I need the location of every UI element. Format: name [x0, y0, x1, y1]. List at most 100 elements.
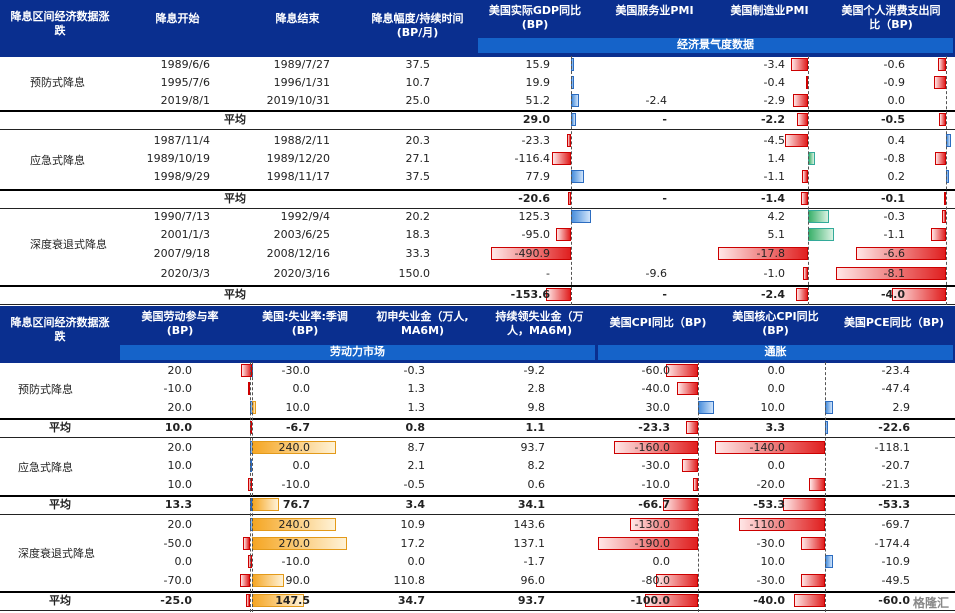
top-header-6: 美国制造业PMI — [730, 4, 809, 17]
top-bar-gdp-value — [567, 134, 571, 147]
top-cell-cut-per-month: 37.5 — [405, 58, 431, 71]
top-header-0: 降息区间经济数据涨 跌 — [10, 10, 110, 37]
bottom-cell-cpi: -190.0 — [634, 537, 670, 550]
bottom-cell-unemployment-rate: 0.0 — [292, 382, 311, 395]
top-group-label: 预防式降息 — [30, 76, 85, 89]
bottom-group-label: 预防式降息 — [18, 383, 73, 396]
bottom-axis-line — [250, 362, 251, 612]
bottom-cell-unemployment-rate: 10.0 — [285, 401, 311, 414]
top-avg-underline — [0, 208, 955, 209]
top-bar-manufacturing-pmi — [718, 247, 808, 260]
top-avg-label: 平均 — [224, 113, 246, 126]
bottom-cell-pce-inflation: -10.9 — [881, 555, 910, 568]
top-cell-manufacturing-pmi: -3.4 — [763, 58, 785, 71]
top-cell-cut-per-month: 25.0 — [405, 94, 431, 107]
bottom-header-2: 美国:失业率:季调 (BP) — [262, 310, 348, 337]
bottom-avg-value: 13.3 — [164, 498, 192, 511]
top-cell-cut-per-month: 150.0 — [398, 267, 431, 280]
top-cell-services-pmi — [600, 245, 667, 263]
bottom-header-3: 初申失业金（万人, MA6M) — [376, 310, 469, 337]
top-cell-pce-value: -6.6 — [883, 247, 905, 260]
bottom-avg-line — [0, 495, 955, 497]
top-header-7: 美国个人消费支出同 比（BP) — [841, 4, 941, 31]
top-cell-services-pmi — [600, 226, 667, 244]
bottom-cell-continuing-claims: 93.7 — [520, 441, 546, 454]
top-cell-cut-per-month: 20.2 — [405, 210, 431, 223]
top-avg-value: -20.6 — [518, 192, 550, 205]
top-cell-gdp-value: -490.9 — [514, 247, 550, 260]
top-cell-manufacturing-pmi: 1.4 — [767, 152, 786, 165]
top-cell-services-pmi — [600, 132, 667, 150]
top-bar-pce-value — [935, 152, 946, 165]
bottom-header-1: 美国劳动参与率 (BP) — [141, 310, 219, 337]
top-cell-start-date: 1990/7/13 — [153, 210, 210, 223]
bottom-cell-pce-inflation: -47.4 — [881, 382, 910, 395]
bottom-avg-value: 147.5 — [275, 594, 310, 607]
bottom-avg-underline — [0, 514, 955, 515]
top-cell-end-date: 1996/1/31 — [273, 76, 330, 89]
top-avg-bar — [545, 288, 571, 301]
top-avg-value: - — [662, 192, 667, 205]
bottom-bar-core-cpi — [801, 574, 825, 587]
bottom-header-6: 美国核心CPI同比 (BP) — [732, 310, 819, 337]
top-bar-manufacturing-pmi — [802, 170, 808, 183]
top-cell-gdp-value: 77.9 — [525, 170, 551, 183]
bottom-avg-value: 76.7 — [282, 498, 310, 511]
bottom-cell-initial-claims: 10.9 — [400, 518, 426, 531]
bottom-cell-unemployment-rate: 270.0 — [278, 537, 311, 550]
top-header-3: 降息幅度/持续时间 (BP/月) — [371, 12, 464, 39]
top-cell-manufacturing-pmi: -0.4 — [763, 76, 785, 89]
top-table-row: 1995/7/6 1996/1/31 10.7 19.9 -0.4 -0.9 — [0, 74, 955, 92]
top-table-row: 2019/8/1 2019/10/31 25.0 51.2 -2.4 -2.9 0.0 — [0, 92, 955, 110]
top-cell-end-date: 1989/7/27 — [273, 58, 330, 71]
top-cell-gdp-value: -95.0 — [521, 228, 550, 241]
bottom-avg-bar — [793, 594, 825, 607]
bottom-avg-value: 0.8 — [405, 421, 426, 434]
top-cell-manufacturing-pmi: -1.0 — [763, 267, 785, 280]
bottom-avg-value: -25.0 — [160, 594, 192, 607]
bottom-cell-core-cpi: 10.0 — [760, 401, 786, 414]
bottom-bar-cpi — [598, 537, 698, 550]
bottom-subheader-inflation: 通胀 — [598, 345, 953, 360]
top-avg-bar — [939, 113, 946, 126]
bottom-avg-label: 平均 — [49, 421, 71, 434]
top-bar-manufacturing-pmi — [802, 267, 808, 280]
bottom-cell-pce-inflation: 2.9 — [892, 401, 911, 414]
bottom-bar-cpi — [666, 364, 698, 377]
top-header-4: 美国实际GDP同比 (BP) — [488, 4, 582, 31]
top-avg-value: -2.4 — [760, 288, 785, 301]
top-avg-bar — [567, 192, 571, 205]
top-avg-value: -4.0 — [880, 288, 905, 301]
bottom-cell-initial-claims: 17.2 — [400, 537, 426, 550]
bottom-cell-continuing-claims: 9.8 — [527, 401, 546, 414]
bottom-table-row: 20.0 10.0 1.3 9.8 30.0 10.0 2.9 — [0, 399, 955, 417]
top-cell-manufacturing-pmi: -2.9 — [763, 94, 785, 107]
bottom-cell-core-cpi: -20.0 — [756, 478, 785, 491]
top-bar-pce-value — [856, 247, 946, 260]
bottom-cell-pce-inflation: -174.4 — [874, 537, 910, 550]
bottom-bar-cpi — [698, 401, 714, 414]
bottom-cell-unemployment-rate: -10.0 — [281, 555, 310, 568]
bottom-avg-label: 平均 — [49, 498, 71, 511]
bottom-cell-continuing-claims: 96.0 — [520, 574, 546, 587]
top-cell-end-date: 2008/12/16 — [266, 247, 330, 260]
top-group-label: 应急式降息 — [30, 154, 85, 167]
bottom-cell-participation-rate: -50.0 — [163, 537, 192, 550]
top-cell-pce-value: -0.8 — [883, 152, 905, 165]
bottom-avg-row: 平均 10.0 -6.7 0.8 1.1 -23.3 3.3 -22.6 — [0, 419, 955, 437]
top-avg-line — [0, 110, 955, 112]
top-table-row: 2020/3/3 2020/3/16 150.0 - -9.6 -1.0 -8.1 — [0, 265, 955, 283]
top-bar-manufacturing-pmi — [785, 134, 808, 147]
top-cell-end-date: 1992/9/4 — [280, 210, 330, 223]
bottom-avg-value: -23.3 — [638, 421, 670, 434]
bottom-avg-underline — [0, 437, 955, 438]
bottom-subheader-labor: 劳动力市场 — [120, 345, 595, 360]
top-axis-line — [571, 56, 572, 305]
bottom-cell-continuing-claims: -9.2 — [523, 364, 545, 377]
bottom-bar-cpi — [655, 574, 698, 587]
top-bar-manufacturing-pmi — [790, 58, 808, 71]
top-cell-end-date: 1988/2/11 — [273, 134, 330, 147]
top-avg-row: 平均 29.0 - -2.2 -0.5 — [0, 111, 955, 129]
top-cell-end-date: 2003/6/25 — [273, 228, 330, 241]
top-bar-pce-value — [931, 228, 946, 241]
